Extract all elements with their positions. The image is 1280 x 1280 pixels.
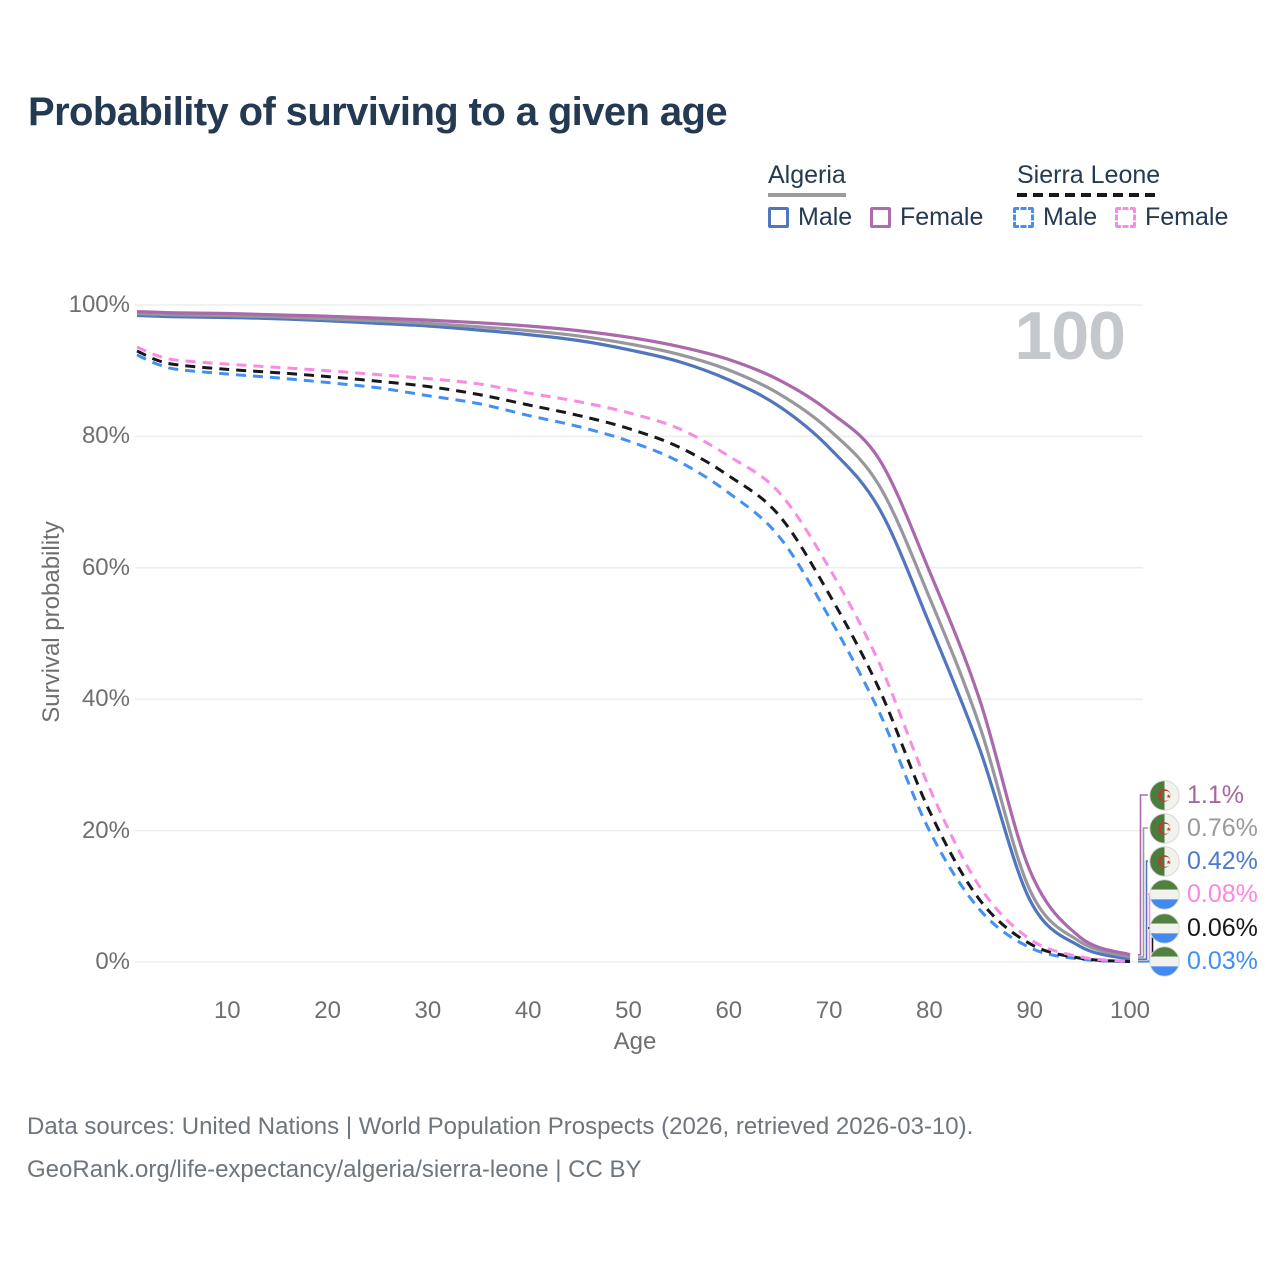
series-end-label: 1.1% bbox=[1149, 779, 1244, 811]
series-end-label: 0.03% bbox=[1149, 945, 1258, 977]
x-tick-label: 10 bbox=[213, 997, 241, 1024]
sierra-leone-dashed-line-key bbox=[1017, 193, 1161, 197]
algeria-flag-icon bbox=[1149, 845, 1180, 877]
end-label-value: 0.06% bbox=[1187, 913, 1258, 942]
sierra-leone-flag-icon bbox=[1149, 945, 1180, 977]
x-axis-title: Age bbox=[613, 1028, 657, 1055]
series-end-label: 0.06% bbox=[1149, 912, 1258, 944]
legend-item-sierra-leone-male[interactable]: Male bbox=[1013, 202, 1098, 231]
x-tick-label: 60 bbox=[715, 997, 743, 1024]
series-line-sierra-leone bbox=[136, 349, 1131, 964]
algeria-female-swatch-icon bbox=[870, 206, 891, 228]
legend-item-label: Female bbox=[900, 202, 984, 231]
sierra-leone-male-swatch-icon bbox=[1013, 206, 1034, 228]
y-tick-label: 80% bbox=[81, 422, 130, 450]
series-line-algeria-female bbox=[136, 310, 1131, 957]
sierra-leone-flag-icon bbox=[1149, 912, 1180, 944]
y-tick-label: 40% bbox=[81, 685, 130, 713]
x-tick-label: 20 bbox=[314, 997, 341, 1024]
series-line-algeria-male bbox=[136, 313, 1131, 961]
legend-item-algeria-female[interactable]: Female bbox=[870, 202, 984, 231]
attribution-text: GeoRank.org/life-expectancy/algeria/sier… bbox=[27, 1156, 642, 1183]
sierra-leone-flag-icon bbox=[1149, 878, 1180, 910]
end-label-value: 1.1% bbox=[1187, 780, 1244, 809]
legend-group-algeria[interactable]: Algeria bbox=[768, 162, 846, 197]
end-label-value: 0.76% bbox=[1187, 813, 1258, 842]
page-title: Probability of surviving to a given age bbox=[28, 90, 728, 134]
legend-item-algeria-male[interactable]: Male bbox=[768, 202, 853, 231]
data-sources-text: Data sources: United Nations | World Pop… bbox=[27, 1113, 974, 1140]
legend-group-sierra-leone-label: Sierra Leone bbox=[1017, 161, 1161, 189]
y-tick-label: 60% bbox=[81, 553, 130, 581]
footer: Data sources: United Nations | World Pop… bbox=[27, 1105, 973, 1191]
series-line-sierra-leone-female bbox=[136, 345, 1131, 963]
legend-group-sierra-leone[interactable]: Sierra Leone bbox=[1017, 161, 1161, 197]
end-label-value: 0.08% bbox=[1187, 879, 1258, 908]
y-tick-label: 0% bbox=[95, 948, 130, 975]
legend-item-label: Male bbox=[798, 202, 853, 231]
x-tick-label: 40 bbox=[514, 997, 542, 1024]
x-tick-label: 70 bbox=[815, 997, 843, 1024]
sierra-leone-female-swatch-icon bbox=[1115, 206, 1136, 228]
end-label-value: 0.03% bbox=[1187, 946, 1258, 975]
legend-group-algeria-label: Algeria bbox=[768, 161, 846, 189]
series-line-algeria bbox=[136, 311, 1131, 959]
series-end-label: 0.42% bbox=[1149, 845, 1258, 877]
legend-item-label: Female bbox=[1145, 202, 1229, 231]
legend-item-label: Male bbox=[1043, 202, 1098, 231]
y-tick-label: 20% bbox=[81, 816, 130, 844]
hovered-age-watermark: 100 bbox=[1014, 298, 1126, 374]
x-tick-label: 50 bbox=[615, 997, 642, 1024]
end-label-value: 0.42% bbox=[1187, 846, 1258, 875]
algeria-solid-line-key bbox=[768, 193, 846, 197]
algeria-male-swatch-icon bbox=[768, 206, 789, 228]
x-tick-label: 90 bbox=[1016, 997, 1044, 1024]
series-end-label: 0.08% bbox=[1149, 878, 1258, 910]
x-tick-label: 100 bbox=[1109, 997, 1151, 1024]
algeria-flag-icon bbox=[1149, 812, 1180, 844]
x-tick-label: 30 bbox=[414, 997, 442, 1024]
y-tick-label: 100% bbox=[68, 291, 130, 318]
series-line-sierra-leone-male bbox=[136, 353, 1131, 964]
series-end-label: 0.76% bbox=[1149, 812, 1258, 844]
algeria-flag-icon bbox=[1149, 779, 1180, 811]
legend-item-sierra-leone-female[interactable]: Female bbox=[1115, 202, 1229, 231]
x-tick-label: 80 bbox=[916, 997, 943, 1024]
